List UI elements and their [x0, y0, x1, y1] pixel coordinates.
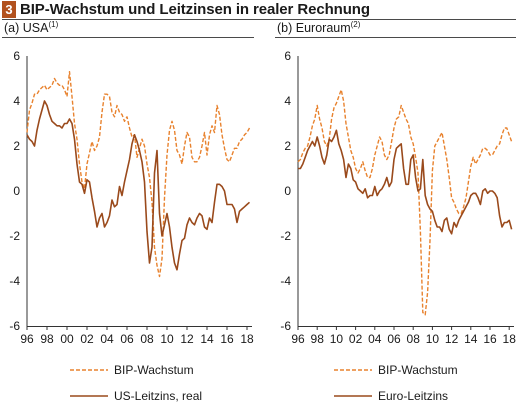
x-tick-label: 06: [120, 332, 134, 346]
x-tick-label: 96: [291, 332, 305, 346]
figure-title: BIP-Wachstum und Leitzinsen in realer Re…: [20, 1, 370, 18]
y-tick-label: -2: [280, 229, 291, 243]
y-tick-label: 0: [284, 184, 291, 198]
panel-b-title: (b) Euroraum(2): [277, 20, 360, 36]
panel-b-footnote-mark: (2): [350, 20, 361, 29]
y-tick-label: -2: [9, 229, 20, 243]
x-tick-label: 98: [40, 332, 54, 346]
x-tick-label: 04: [368, 332, 382, 346]
chart-panel-a: 6 4 2 0 -2 -4 -696 98 00 02 04 06 08 10 12 14 16 18 BIP-Wa…: [9, 49, 254, 403]
x-tick-label: 00: [60, 332, 74, 346]
x-tick-label: 08: [140, 332, 154, 346]
figure-number-badge: 3: [2, 1, 16, 18]
x-tick-label: 06: [387, 332, 401, 346]
x-tick-label: 10: [160, 332, 174, 346]
rate-series-line: [26, 100, 251, 271]
x-tick-label: 12: [445, 332, 459, 346]
y-tick-label: -6: [9, 319, 20, 333]
y-tick-label: 0: [13, 184, 20, 198]
x-tick-label: 12: [180, 332, 194, 346]
chart-panel-b: 6 4 2 0 -2 -4 -696 98 10 02 04 06 08 10 12 14 16 18 BIP-Wa…: [280, 49, 516, 403]
legend-label: US-Leitzins, real: [114, 389, 202, 403]
gdp-series-line: [297, 89, 513, 316]
panel-b-title-text: (b) Euroraum: [277, 21, 351, 35]
y-tick-label: -6: [280, 319, 291, 333]
legend-label: BIP-Wachstum: [378, 363, 458, 377]
panel-a-title-text: (a) USA: [4, 21, 49, 35]
x-tick-label: 14: [464, 332, 478, 346]
legend-label: BIP-Wachstum: [114, 363, 194, 377]
y-tick-label: 4: [13, 94, 20, 108]
y-tick-label: 4: [284, 94, 291, 108]
x-tick-label: 16: [483, 332, 497, 346]
x-tick-label: 96: [20, 332, 34, 346]
x-tick-label: 14: [200, 332, 214, 346]
rate-series-line: [298, 129, 513, 235]
x-tick-label: 04: [100, 332, 114, 346]
y-tick-label: 2: [13, 139, 20, 153]
x-tick-label: 10: [330, 332, 344, 346]
y-tick-label: 2: [284, 139, 291, 153]
panel-a-title: (a) USA(1): [4, 20, 58, 36]
x-tick-label: 02: [80, 332, 94, 346]
y-tick-label: -4: [9, 274, 20, 288]
x-tick-label: 08: [407, 332, 421, 346]
y-tick-label: 6: [284, 49, 291, 63]
legend-label: Euro-Leitzins: [378, 389, 448, 403]
x-tick-label: 98: [311, 332, 325, 346]
y-tick-label: 6: [13, 49, 20, 63]
x-tick-label: 02: [349, 332, 363, 346]
x-tick-label: 18: [240, 332, 254, 346]
x-tick-label: 16: [220, 332, 234, 346]
x-tick-label: 18: [503, 332, 517, 346]
y-tick-label: -4: [280, 274, 291, 288]
panel-a-footnote-mark: (1): [48, 20, 59, 29]
gdp-series-line: [26, 71, 251, 278]
x-tick-label: 10: [426, 332, 440, 346]
